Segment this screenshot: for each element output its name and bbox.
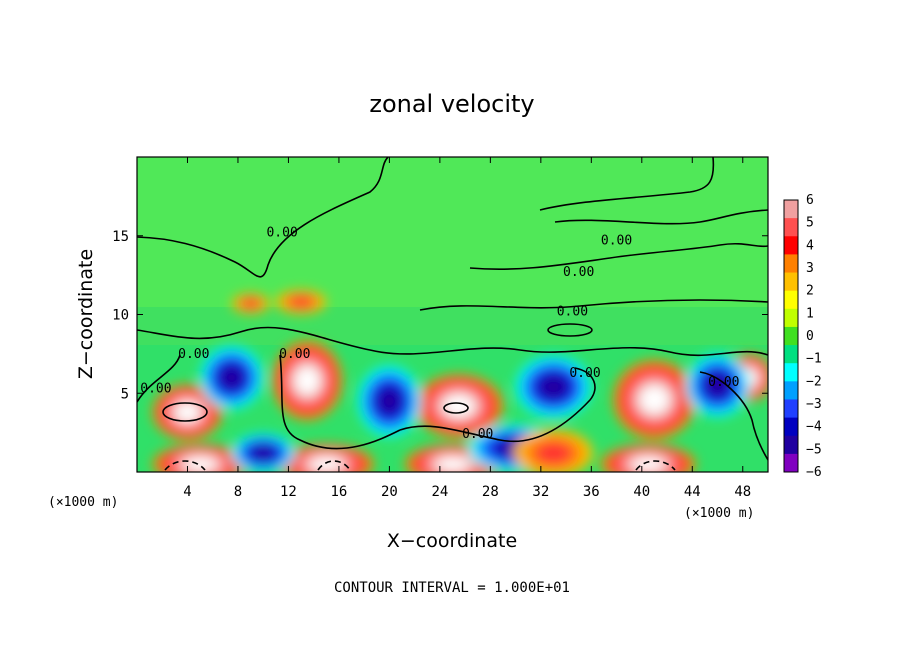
contour-loop bbox=[162, 402, 208, 422]
colorbar-swatch bbox=[784, 399, 798, 419]
contour-label: 0.00 bbox=[569, 366, 600, 381]
x-tick-label: 32 bbox=[532, 484, 549, 500]
x-tick-label: 4 bbox=[183, 484, 191, 500]
colorbar-swatch bbox=[784, 435, 798, 455]
contour-interval: CONTOUR INTERVAL = 1.000E+01 bbox=[334, 580, 570, 596]
contour-line bbox=[317, 460, 351, 471]
contour-label: 0.00 bbox=[140, 382, 171, 397]
colorbar-label: 3 bbox=[806, 261, 814, 276]
contour-loop bbox=[443, 402, 469, 414]
y-tick-label: 5 bbox=[121, 386, 129, 402]
velocity-feature bbox=[639, 385, 670, 414]
colorbar-swatch bbox=[784, 453, 798, 473]
contour-label: 0.00 bbox=[557, 304, 588, 319]
x-tick-label: 48 bbox=[734, 484, 751, 500]
colorbar-label: −4 bbox=[806, 420, 822, 435]
contour-line bbox=[164, 460, 206, 471]
colorbar-label: 5 bbox=[806, 216, 814, 231]
upper-layer bbox=[137, 157, 768, 307]
colorbar-swatch bbox=[784, 254, 798, 274]
contour-line bbox=[635, 460, 676, 471]
contour-line bbox=[419, 299, 768, 311]
colorbar-swatch bbox=[784, 417, 798, 437]
colorbar-label: 6 bbox=[806, 193, 814, 208]
contour-labels: 0.00 0.00 0.00 0.00 0.00 0.00 0.00 0.00 0.00 0.00 bbox=[140, 226, 739, 443]
contour-line bbox=[279, 354, 401, 450]
colorbar-swatch bbox=[784, 272, 798, 292]
colorbar-label: 2 bbox=[806, 284, 814, 299]
velocity-feature bbox=[378, 388, 401, 414]
contour-label: 0.00 bbox=[266, 226, 297, 241]
colorbar-label: 0 bbox=[806, 329, 814, 344]
velocity-feature bbox=[309, 457, 344, 472]
velocity-feature bbox=[435, 457, 470, 472]
colorbar-swatch bbox=[784, 200, 798, 219]
x-units-right: (×1000 m) bbox=[684, 506, 754, 521]
contour-line bbox=[137, 157, 389, 278]
x-tick-label: 16 bbox=[330, 484, 347, 500]
velocity-feature bbox=[174, 402, 200, 423]
velocity-feature bbox=[294, 366, 320, 395]
y-axis-label: Z−coordinate bbox=[75, 249, 97, 379]
colorbar-label: −6 bbox=[806, 465, 822, 480]
colorbar-swatch bbox=[784, 236, 798, 255]
contour-loop bbox=[547, 323, 593, 337]
x-tick-label: 36 bbox=[583, 484, 600, 500]
colorbar-swatch bbox=[784, 381, 798, 400]
velocity-feature bbox=[535, 442, 572, 465]
x-tick-label: 40 bbox=[633, 484, 650, 500]
contour-line bbox=[399, 367, 596, 443]
y-axis: 5 10 15 bbox=[112, 229, 768, 402]
y-tick-label: 15 bbox=[112, 229, 129, 245]
colorbar-label: 4 bbox=[806, 238, 814, 253]
plot-area: 0.00 0.00 0.00 0.00 0.00 0.00 0.00 0.00 0.00 0.00 bbox=[137, 157, 768, 472]
x-axis-label: X−coordinate bbox=[387, 530, 517, 552]
velocity-feature bbox=[289, 296, 313, 308]
x-axis: 4 8 12 16 20 24 28 32 36 40 44 48 bbox=[183, 157, 751, 500]
colorbar-label: −1 bbox=[806, 352, 822, 367]
contour-label: 0.00 bbox=[601, 233, 632, 248]
velocity-feature bbox=[539, 375, 568, 399]
contour-line bbox=[554, 209, 768, 225]
contour-line bbox=[469, 242, 768, 270]
colorbar-swatch bbox=[784, 363, 798, 382]
y-tick-label: 10 bbox=[112, 308, 129, 324]
contour-line bbox=[137, 326, 768, 357]
x-tick-label: 28 bbox=[482, 484, 499, 500]
velocity-feature bbox=[251, 446, 275, 461]
contour-label: 0.00 bbox=[178, 347, 209, 362]
colorbar-swatch bbox=[784, 290, 798, 310]
colorbar-label: −5 bbox=[806, 442, 822, 457]
contour-line bbox=[699, 371, 768, 461]
zero-contours bbox=[137, 157, 768, 471]
velocity-feature bbox=[241, 298, 260, 309]
chart-title: zonal velocity bbox=[369, 90, 534, 118]
x-tick-label: 8 bbox=[234, 484, 242, 500]
contour-line bbox=[137, 354, 181, 403]
x-units-left: (×1000 m) bbox=[48, 495, 118, 510]
x-tick-label: 44 bbox=[684, 484, 701, 500]
colorbar-label: 1 bbox=[806, 306, 814, 321]
velocity-feature bbox=[442, 394, 475, 418]
velocity-feature bbox=[220, 366, 244, 389]
x-tick-label: 24 bbox=[431, 484, 448, 500]
colorbar-swatch bbox=[784, 345, 798, 364]
colorbar-frame bbox=[783, 199, 799, 473]
contour-label: 0.00 bbox=[279, 347, 310, 362]
colorbar-label: −3 bbox=[806, 397, 822, 412]
x-tick-label: 12 bbox=[280, 484, 297, 500]
velocity-feature bbox=[706, 374, 729, 397]
contour-label: 0.00 bbox=[708, 375, 739, 390]
contour-line bbox=[539, 157, 715, 211]
contour-label: 0.00 bbox=[462, 427, 493, 442]
colorbar: 6 5 4 3 2 1 0 −1 −2 −3 −4 −5 −6 bbox=[783, 193, 822, 480]
colorbar-swatch bbox=[784, 326, 798, 346]
velocity-feature bbox=[183, 457, 218, 472]
colorbar-swatch bbox=[784, 218, 798, 237]
contour-label: 0.00 bbox=[563, 265, 594, 280]
colorbar-label: −2 bbox=[806, 374, 822, 389]
x-tick-label: 20 bbox=[381, 484, 398, 500]
colorbar-swatch bbox=[784, 308, 798, 328]
